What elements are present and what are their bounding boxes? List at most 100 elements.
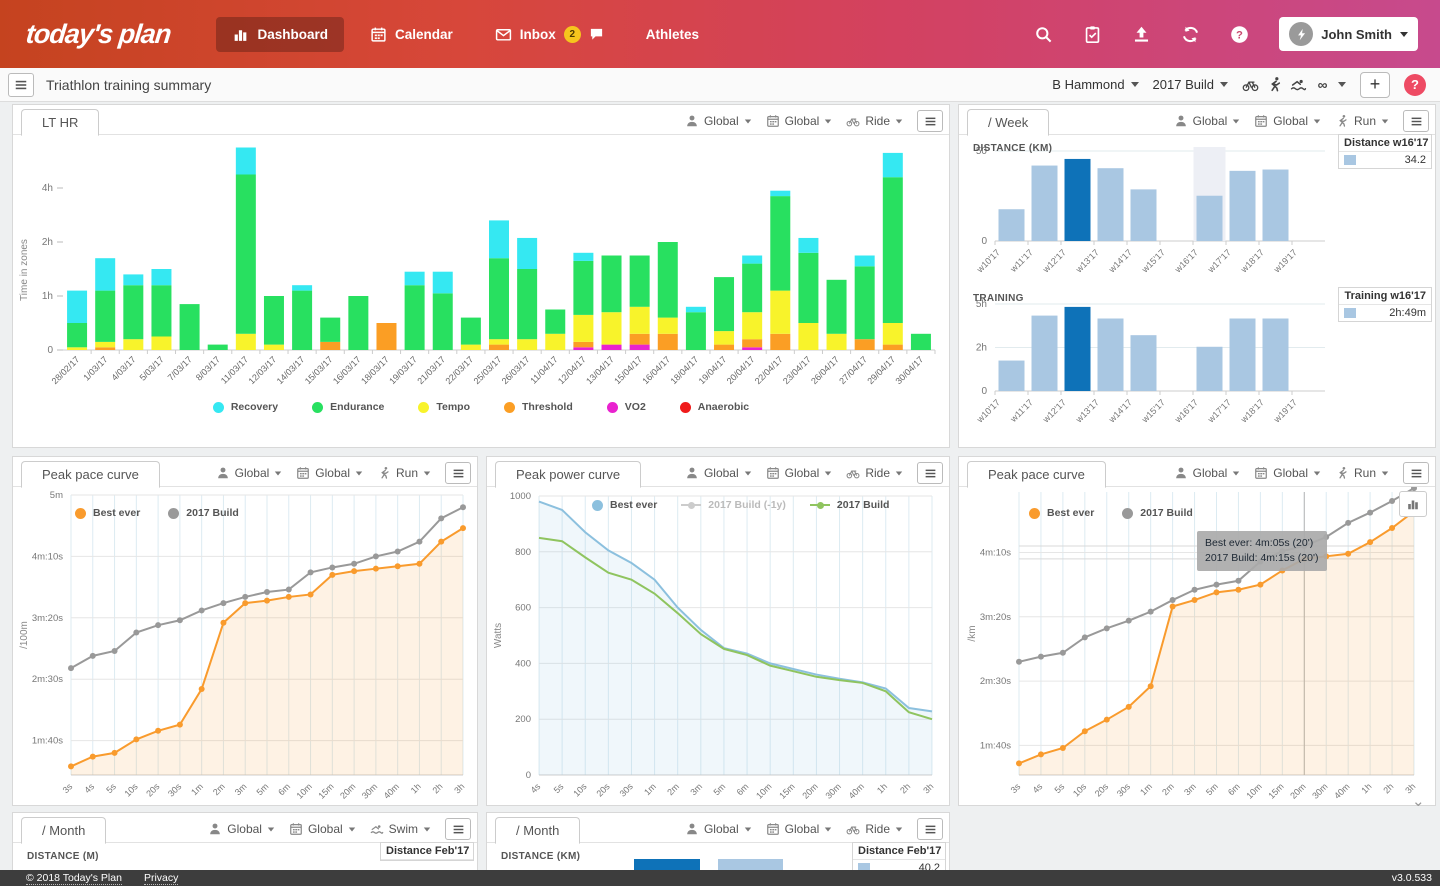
athlete-filter[interactable]: Global [208, 822, 275, 836]
sport-filter[interactable]: Run [377, 466, 431, 480]
nav-item-calendar[interactable]: Calendar [354, 17, 469, 52]
stacked-bar-16/03/17 [348, 296, 369, 350]
legend-item-endurance[interactable]: Endurance [312, 401, 384, 413]
panel-menu-button[interactable] [1403, 462, 1429, 484]
legend-item-best-ever[interactable]: Best ever [1029, 507, 1094, 519]
run-icon[interactable] [1266, 76, 1283, 93]
panel-tab-month[interactable]: / Month [21, 817, 107, 844]
nav-item-inbox[interactable]: Inbox 2 [479, 17, 620, 52]
user-menu-button[interactable]: John Smith [1279, 17, 1418, 51]
nav-item-dashboard[interactable]: Dashboard [216, 16, 344, 52]
athlete-selector[interactable]: B Hammond [1052, 77, 1139, 92]
panel-controls: Global Global Ride [685, 110, 943, 132]
user-name: John Smith [1321, 26, 1392, 42]
app-logo[interactable]: today's plan [24, 18, 173, 49]
athlete-filter-label: Global [1192, 466, 1228, 480]
svg-text:6m: 6m [735, 781, 751, 797]
legend-item-vo2[interactable]: VO2 [606, 401, 646, 413]
panel-menu-button[interactable] [917, 818, 943, 840]
legend-item-2017-build-1y-[interactable]: 2017 Build (-1y) [681, 499, 786, 511]
copyright-link[interactable]: © 2018 Today's Plan [26, 871, 122, 885]
scroll-down-chevron-icon[interactable]: ⌄ [1412, 793, 1425, 810]
range-filter[interactable]: Global [766, 114, 833, 128]
sport-filter[interactable]: Run [1335, 466, 1389, 480]
chevron-down-icon[interactable] [1338, 82, 1346, 87]
panel-tab-peak-pace[interactable]: Peak pace curve [21, 461, 160, 488]
help-icon[interactable]: ? [1230, 25, 1249, 44]
panel-menu-button[interactable] [917, 462, 943, 484]
sport-filter[interactable]: Swim [370, 822, 431, 836]
add-chart-button[interactable]: + [1360, 71, 1390, 98]
bike-icon[interactable] [1242, 76, 1259, 93]
panel-menu-button[interactable] [917, 110, 943, 132]
sync-icon[interactable] [1181, 25, 1200, 44]
stacked-bar-14/03/17 [292, 285, 313, 350]
plan-selector[interactable]: 2017 Build [1153, 77, 1228, 92]
peak-power-chart[interactable]: 4s 5s 10s 20s 30s 1m 2m 3m 5m 6m 10m 15m 20m 30m 40m 1h… [487, 487, 949, 805]
menu-icon [924, 823, 937, 836]
range-filter[interactable]: Global [289, 822, 356, 836]
legend-item-2017-build[interactable]: 2017 Build [1122, 507, 1193, 519]
legend-item-best-ever[interactable]: Best ever [592, 499, 657, 511]
range-filter[interactable]: Global [766, 822, 833, 836]
search-icon[interactable] [1034, 25, 1053, 44]
week-bar-w13'17 [1097, 168, 1124, 241]
clipboard-icon[interactable] [1083, 25, 1102, 44]
upload-icon[interactable] [1132, 25, 1151, 44]
panel-header: / Month Global Global Swim [13, 813, 477, 844]
sport-filter[interactable]: Run [1335, 114, 1389, 128]
peak-pace-chart[interactable]: 3s 4s 5s 10s 20s 30s 1m 2m 3m 5m 6m 10m 15m 20m 30m 40m… [13, 487, 477, 805]
athlete-filter[interactable]: Global [685, 466, 752, 480]
legend-item-threshold[interactable]: Threshold [504, 401, 573, 413]
legend-item-2017-build[interactable]: 2017 Build [168, 507, 239, 519]
infinity-icon[interactable]: ∞ [1314, 76, 1331, 93]
svg-text:20m: 20m [800, 781, 819, 800]
nav-actions: ? John Smith [1034, 17, 1440, 51]
sport-filter[interactable]: Ride [846, 114, 903, 128]
range-filter[interactable]: Global [766, 466, 833, 480]
menu-icon [452, 823, 465, 836]
panel-menu-button[interactable] [1403, 110, 1429, 132]
legend-item-best-ever[interactable]: Best ever [75, 507, 140, 519]
nav-item-athletes[interactable]: Athletes [630, 18, 715, 51]
legend-item-2017-build[interactable]: 2017 Build [809, 499, 890, 511]
panel-tab-peak-pace[interactable]: Peak pace curve [967, 461, 1106, 488]
legend-item-recovery[interactable]: Recovery [212, 401, 278, 413]
panel-tab-peak-power[interactable]: Peak power curve [495, 461, 642, 488]
range-filter[interactable]: Global [1254, 466, 1321, 480]
privacy-link[interactable]: Privacy [143, 871, 179, 885]
lt-hr-chart[interactable]: 0 1h 2h 4h Time in zones 28/02/17 1/03/17 4/03/… [13, 135, 949, 417]
chart-type-button[interactable] [1399, 491, 1427, 517]
page-help-button[interactable]: ? [1404, 73, 1426, 96]
svg-text:1m: 1m [1138, 781, 1154, 797]
peak-pace-chart[interactable]: 3s 4s 5s 10s 20s 30s 1m 2m 3m 5m 6m 10m 15m 20m 30m 40m… [959, 487, 1435, 805]
panel-menu-button[interactable] [445, 462, 471, 484]
tooltip-line-best-ever: Best ever: 4m:05s (20') [1205, 537, 1314, 549]
stacked-bar-13/04/17 [601, 255, 622, 350]
svg-text:400: 400 [515, 658, 531, 669]
panel-tab-lt-hr[interactable]: LT HR [21, 109, 100, 136]
dashboard-list-button[interactable] [8, 72, 34, 97]
range-filter[interactable]: Global [1254, 114, 1321, 128]
panel-header: Peak pace curve Global Global Run [13, 457, 477, 488]
athlete-filter[interactable]: Global [216, 466, 283, 480]
week-bar-w10'17 [998, 360, 1025, 391]
athlete-filter[interactable]: Global [685, 822, 752, 836]
svg-text:18/04/17: 18/04/17 [668, 354, 700, 386]
svg-text:15m: 15m [1266, 781, 1285, 800]
athlete-filter[interactable]: Global [685, 114, 752, 128]
panel-tab-month[interactable]: / Month [495, 817, 581, 844]
legend-item-tempo[interactable]: Tempo [418, 401, 470, 413]
panel-tab-week[interactable]: / Week [967, 109, 1050, 136]
swim-icon[interactable] [1290, 76, 1307, 93]
athlete-filter[interactable]: Global [1174, 114, 1241, 128]
svg-text:6m: 6m [276, 781, 292, 797]
sport-filter[interactable]: Ride [846, 822, 903, 836]
legend-item-anaerobic[interactable]: Anaerobic [679, 401, 749, 413]
range-filter[interactable]: Global [296, 466, 363, 480]
panel-menu-button[interactable] [445, 818, 471, 840]
athlete-filter[interactable]: Global [1174, 466, 1241, 480]
sport-filter[interactable]: Ride [846, 466, 903, 480]
legend-label: 2017 Build [836, 499, 890, 511]
